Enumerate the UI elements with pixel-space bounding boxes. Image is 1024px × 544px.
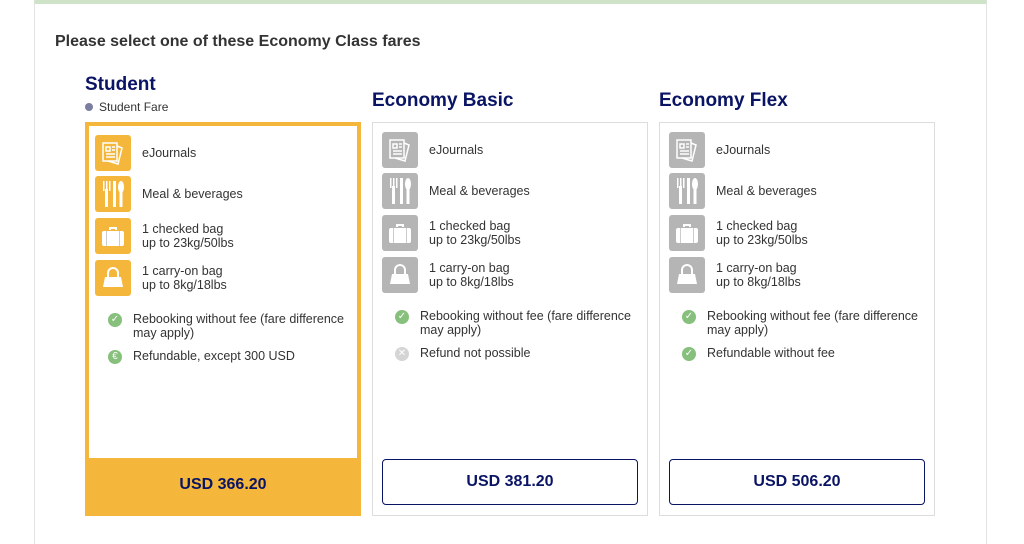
check-icon: ✓	[682, 347, 696, 361]
feature-ejournals: eJournals	[382, 132, 483, 168]
feature-carry-on: 1 carry-on bag up to 8kg/18lbs	[95, 260, 227, 296]
fare-card-0[interactable]: eJournals Meal & beverages 1 checked bag…	[85, 122, 361, 516]
feature-meal: Meal & beverages	[669, 173, 817, 209]
cutlery-icon	[95, 176, 131, 212]
feature-text: Meal & beverages	[142, 187, 243, 201]
feature-meal: Meal & beverages	[382, 173, 530, 209]
fare-panel	[34, 0, 987, 544]
handbag-icon	[382, 257, 418, 293]
line: up to 8kg/18lbs	[429, 275, 514, 289]
feature-text: 1 checked bag up to 23kg/50lbs	[429, 219, 521, 247]
subtitle: Student Fare	[99, 100, 169, 114]
suitcase-icon	[382, 215, 418, 251]
fare-name-economy-flex: Economy Flex	[659, 90, 788, 111]
line: 1 checked bag	[716, 219, 798, 233]
fare-name-economy-basic: Economy Basic	[372, 90, 514, 111]
line: 1 checked bag	[429, 219, 511, 233]
refund-item: € Refundable, except 300 USD	[108, 349, 358, 364]
rebooking-item: ✓ Rebooking without fee (fare difference …	[682, 309, 932, 337]
line: 1 carry-on bag	[142, 264, 223, 278]
feature-text: 1 checked bag up to 23kg/50lbs	[716, 219, 808, 247]
select-price-button[interactable]: USD 506.20	[669, 459, 925, 505]
check-icon: ✓	[682, 310, 696, 324]
handbag-icon	[669, 257, 705, 293]
feature-text: 1 carry-on bag up to 8kg/18lbs	[716, 261, 801, 289]
refund-text: Refundable, except 300 USD	[133, 349, 295, 363]
line: up to 8kg/18lbs	[142, 278, 227, 292]
rebook-text: Rebooking without fee (fare difference m…	[707, 309, 919, 337]
feature-ejournals: eJournals	[95, 135, 196, 171]
feature-meal: Meal & beverages	[95, 176, 243, 212]
refund-text: Refund not possible	[420, 346, 531, 360]
feature-ejournals: eJournals	[669, 132, 770, 168]
feature-checked-bag: 1 checked bag up to 23kg/50lbs	[669, 215, 808, 251]
line: up to 23kg/50lbs	[429, 233, 521, 247]
feature-checked-bag: 1 checked bag up to 23kg/50lbs	[382, 215, 521, 251]
rebook-text: Rebooking without fee (fare difference m…	[133, 312, 345, 340]
suitcase-icon	[95, 218, 131, 254]
check-icon: ✓	[395, 310, 409, 324]
line: up to 23kg/50lbs	[142, 236, 234, 250]
feature-text: 1 checked bag up to 23kg/50lbs	[142, 222, 234, 250]
ejournal-icon	[382, 132, 418, 168]
line: 1 carry-on bag	[429, 261, 510, 275]
cross-icon: ✕	[395, 347, 409, 361]
feature-text: eJournals	[716, 143, 771, 157]
ejournal-icon	[669, 132, 705, 168]
line: up to 8kg/18lbs	[716, 275, 801, 289]
line: 1 carry-on bag	[716, 261, 797, 275]
euro-icon: €	[108, 350, 122, 364]
fare-card-1[interactable]: eJournals Meal & beverages 1 checked bag…	[372, 122, 648, 516]
feature-text: 1 carry-on bag up to 8kg/18lbs	[429, 261, 514, 289]
feature-checked-bag: 1 checked bag up to 23kg/50lbs	[95, 218, 234, 254]
select-price-button[interactable]: USD 366.20	[89, 458, 357, 512]
refund-text: Refundable without fee	[707, 346, 835, 360]
student-fare-label: Student Fare	[85, 100, 168, 114]
ejournal-icon	[95, 135, 131, 171]
refund-item: ✓ Refundable without fee	[682, 346, 932, 361]
feature-carry-on: 1 carry-on bag up to 8kg/18lbs	[382, 257, 514, 293]
rebook-text: Rebooking without fee (fare difference m…	[420, 309, 632, 337]
feature-carry-on: 1 carry-on bag up to 8kg/18lbs	[669, 257, 801, 293]
fare-name-student: Student	[85, 74, 156, 95]
refund-item: ✕ Refund not possible	[395, 346, 645, 361]
cutlery-icon	[669, 173, 705, 209]
fare-card-2[interactable]: eJournals Meal & beverages 1 checked bag…	[659, 122, 935, 516]
line: up to 23kg/50lbs	[716, 233, 808, 247]
bullet-icon	[85, 103, 93, 111]
cutlery-icon	[382, 173, 418, 209]
rebooking-item: ✓ Rebooking without fee (fare difference …	[395, 309, 645, 337]
suitcase-icon	[669, 215, 705, 251]
select-price-button[interactable]: USD 381.20	[382, 459, 638, 505]
feature-text: Meal & beverages	[716, 184, 817, 198]
line: 1 checked bag	[142, 222, 224, 236]
page-heading: Please select one of these Economy Class…	[55, 33, 421, 50]
handbag-icon	[95, 260, 131, 296]
feature-text: eJournals	[142, 146, 197, 160]
feature-text: 1 carry-on bag up to 8kg/18lbs	[142, 264, 227, 292]
check-icon: ✓	[108, 313, 122, 327]
feature-text: eJournals	[429, 143, 484, 157]
feature-text: Meal & beverages	[429, 184, 530, 198]
rebooking-item: ✓ Rebooking without fee (fare difference …	[108, 312, 358, 340]
